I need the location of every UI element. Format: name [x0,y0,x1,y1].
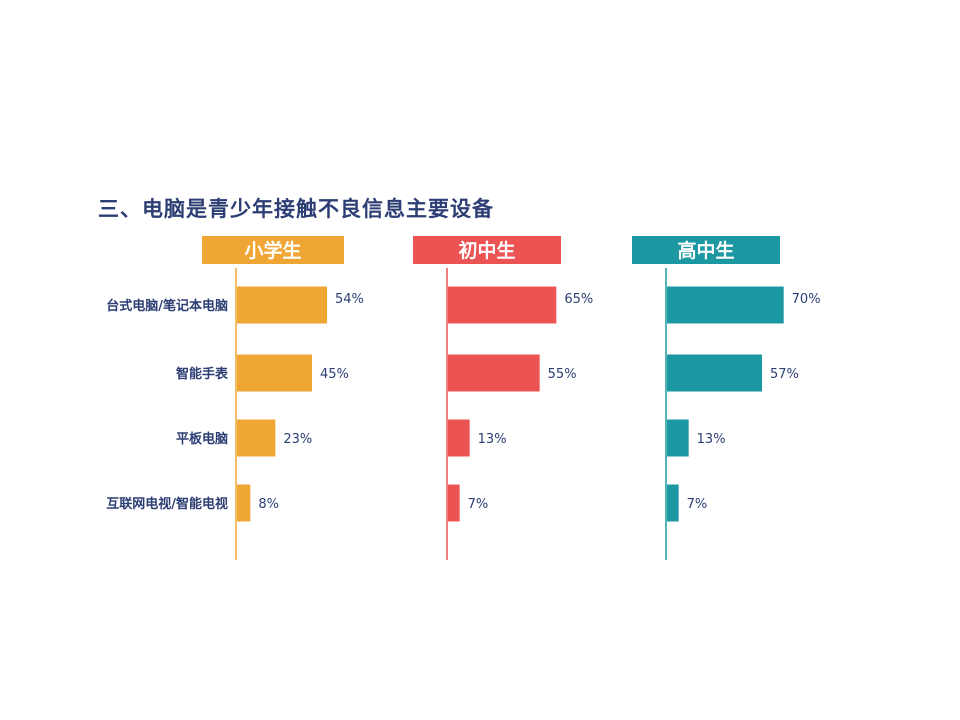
bar [667,419,689,457]
bar [237,354,312,392]
bar [448,419,470,457]
category-label: 互联网电视/智能电视 [106,496,228,512]
value-label: 45% [320,367,349,382]
bar [237,419,276,457]
value-label: 57% [770,367,799,382]
panel-header-label: 高中生 [677,239,734,262]
value-label: 8% [258,497,279,512]
bar [237,286,327,324]
value-label: 7% [687,497,708,512]
panel-header-label: 小学生 [244,239,301,262]
panel-header-box [413,236,561,264]
bar [667,286,784,324]
value-label: 54% [335,292,364,307]
bar [448,354,540,392]
bar [667,354,762,392]
value-label: 13% [478,432,507,447]
panel-header-box [632,236,780,264]
category-label: 台式电脑/笔记本电脑 [106,298,228,314]
page-title: 三、电脑是青少年接触不良信息主要设备 [98,197,494,221]
bar [237,484,251,522]
value-label: 13% [697,432,726,447]
bar [448,484,460,522]
value-label: 23% [283,432,312,447]
panel-header-label: 初中生 [458,239,515,262]
category-label: 平板电脑 [176,431,228,447]
value-label: 70% [792,292,821,307]
bar [448,286,557,324]
value-label: 65% [564,292,593,307]
value-label: 55% [548,367,577,382]
category-label: 智能手表 [176,366,229,382]
bar [667,484,679,522]
panel-header-box [202,236,344,264]
value-label: 7% [468,497,489,512]
